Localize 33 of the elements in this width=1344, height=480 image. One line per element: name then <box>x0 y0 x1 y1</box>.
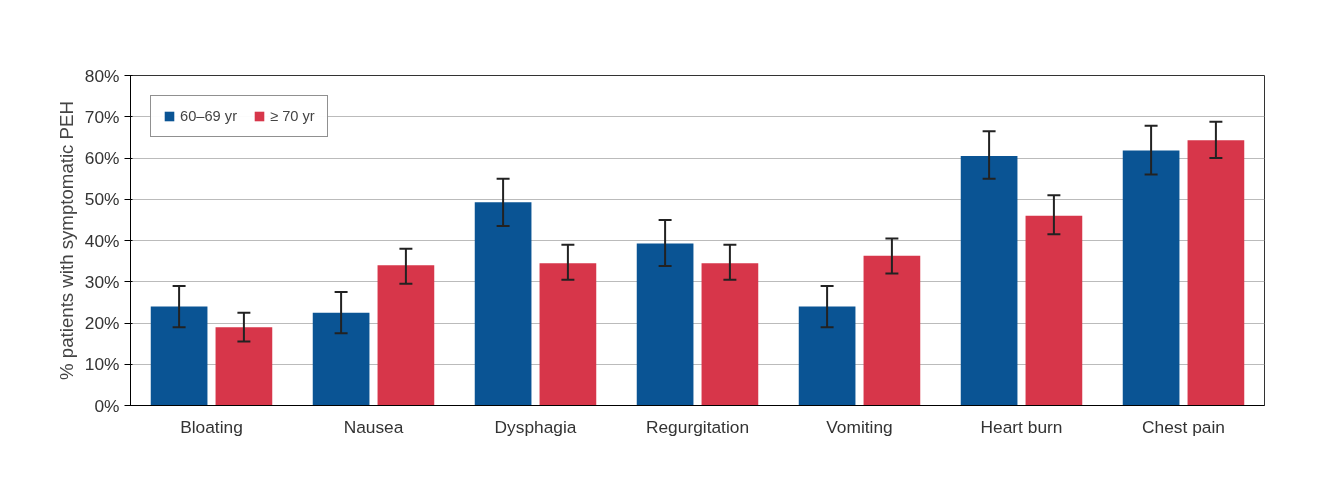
y-tick-label: 20% <box>84 313 120 333</box>
x-tick-label: Heart burn <box>980 416 1063 437</box>
bar <box>377 265 435 406</box>
y-tick-label: 10% <box>84 354 120 375</box>
bar <box>312 312 370 406</box>
y-tick-label: 30% <box>84 271 120 292</box>
bar <box>863 255 921 406</box>
y-axis-title: % patients with symptomatic PEH <box>55 101 77 380</box>
legend-label: 60–69 yr <box>180 108 238 124</box>
bar <box>539 263 597 406</box>
bar <box>215 327 273 406</box>
bar <box>636 243 694 406</box>
bar <box>960 155 1018 406</box>
bar <box>798 306 856 406</box>
x-tick-label: Vomiting <box>826 416 893 437</box>
legend-label: ≥ 70 yr <box>270 108 315 124</box>
y-tick-label: 70% <box>84 106 120 127</box>
x-tick-label: Dysphagia <box>494 416 577 437</box>
x-tick-label: Regurgitation <box>645 416 750 437</box>
bar <box>1122 150 1180 406</box>
bar <box>1187 140 1245 406</box>
y-tick-label: 60% <box>84 148 120 168</box>
x-tick-label: Bloating <box>180 416 243 437</box>
x-tick-label: Nausea <box>343 416 404 437</box>
bar <box>150 306 208 406</box>
x-tick-label: Chest pain <box>1142 416 1225 437</box>
y-tick-label: 40% <box>84 230 120 251</box>
y-tick-label: 80% <box>84 65 120 86</box>
y-tick-label: 50% <box>84 189 120 210</box>
bar <box>474 202 532 406</box>
bar <box>1025 215 1083 406</box>
y-tick-label: 0% <box>94 395 120 416</box>
bar <box>701 263 759 406</box>
